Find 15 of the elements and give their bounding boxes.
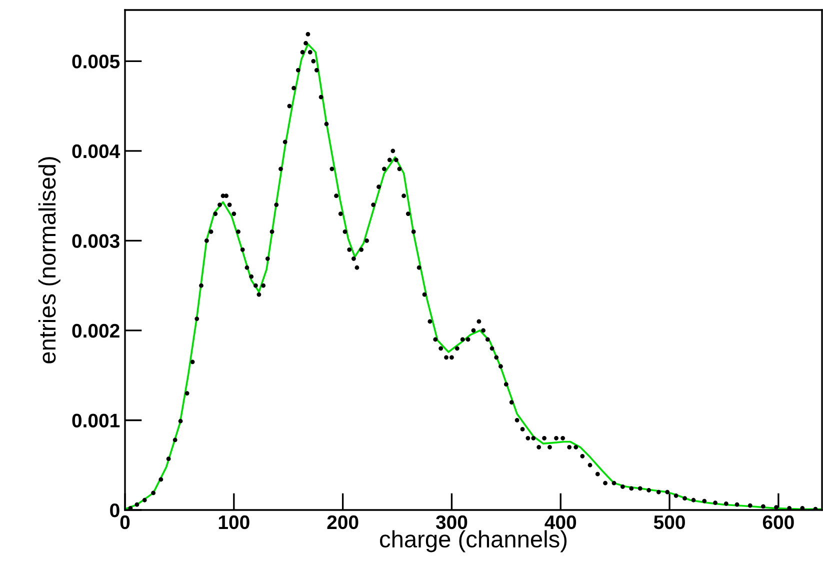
x-tick-label: 600	[762, 515, 794, 530]
x-axis-title: charge (channels)	[380, 530, 567, 552]
x-tick-label: 400	[544, 515, 576, 530]
y-tick-label: 0.003	[72, 234, 120, 248]
y-tick-label: 0	[110, 503, 120, 518]
y-tick-label: 0.002	[72, 324, 120, 338]
x-tick-label: 300	[436, 515, 468, 530]
x-tick-label: 100	[218, 515, 250, 530]
y-tick-label: 0.004	[72, 144, 120, 158]
y-tick-label: 0.001	[72, 414, 120, 428]
x-tick-label: 200	[327, 515, 358, 530]
y-axis-title: entries (normalised)	[38, 157, 60, 364]
y-tick-label: 0.005	[72, 54, 120, 68]
x-tick-label: 0	[120, 515, 130, 530]
x-tick-label: 500	[654, 515, 685, 530]
